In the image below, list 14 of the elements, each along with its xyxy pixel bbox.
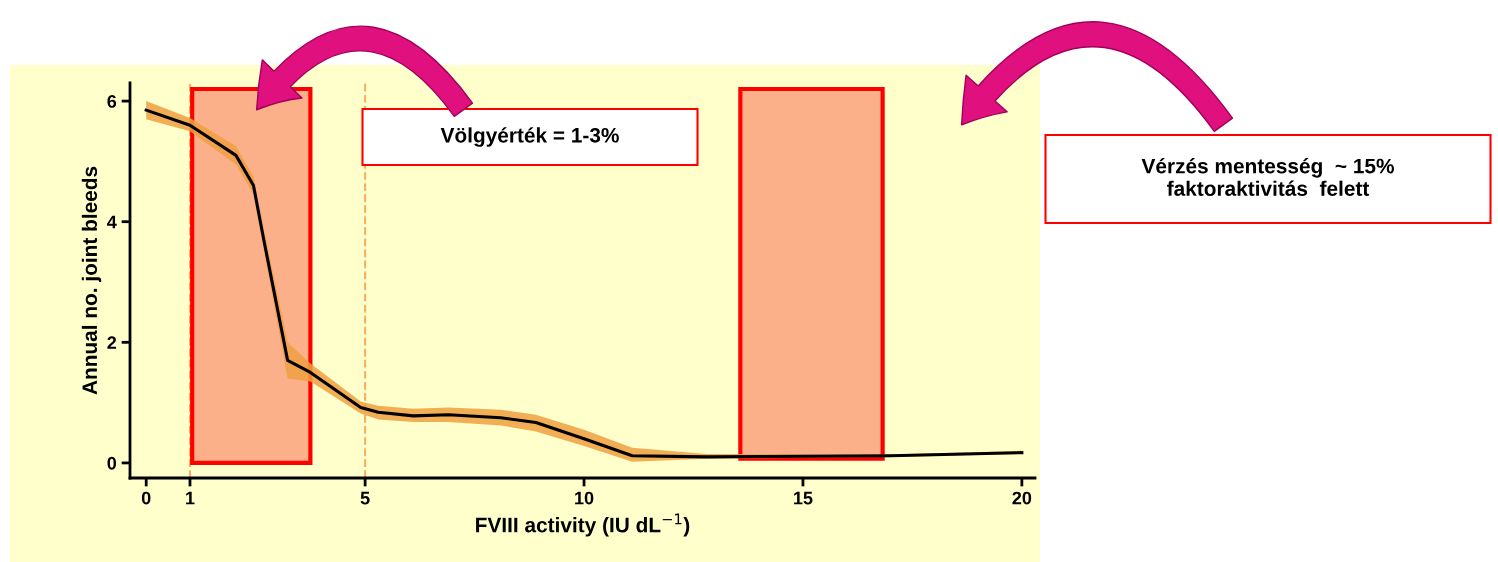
x-tick-label: 0: [141, 491, 151, 505]
x-tick-label: 10: [575, 491, 594, 505]
x-axis-title: FVIII activity (IU dL$^{−1}$): [476, 513, 690, 537]
x-tick-label: 15: [794, 491, 813, 505]
y-tick-label: 0: [107, 456, 117, 470]
annotation: Völgyérték = 1-3%: [440, 127, 619, 147]
x-tick-label: 1: [186, 491, 195, 505]
y-tick-label: 6: [107, 95, 117, 108]
x-tick-label: 20: [1012, 491, 1032, 505]
y-tick-label: 2: [107, 336, 117, 349]
text: Vérzés mentesség ~ 15% faktoraktivitás felett: [1141, 157, 1394, 196]
y-tick-label: 4: [107, 215, 117, 229]
y-axis-title: Annual no. joint bleeds: [81, 166, 102, 395]
x-tick-label: 5: [360, 491, 370, 505]
